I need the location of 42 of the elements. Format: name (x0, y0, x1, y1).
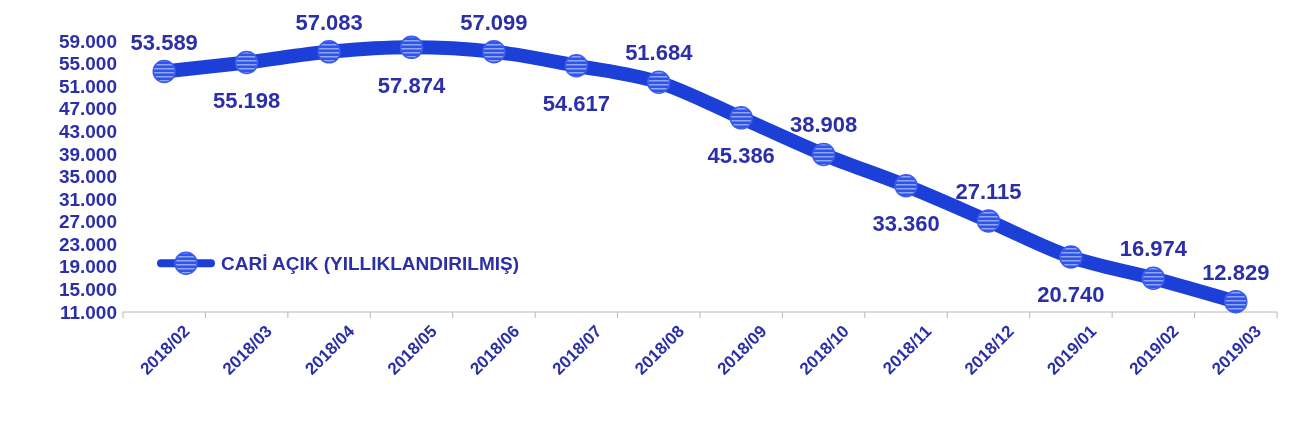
point (729, 106, 753, 130)
data-label: 55.198 (212, 87, 281, 113)
point (647, 70, 671, 95)
y-tick-label: 47.000 (58, 98, 117, 120)
point (482, 39, 506, 64)
data-label: 45.386 (707, 143, 775, 169)
point (399, 35, 424, 60)
data-label: 54.617 (542, 91, 611, 117)
point (1059, 245, 1083, 269)
data-label: 38.908 (789, 112, 858, 138)
point (894, 174, 918, 198)
data-label: 12.829 (1202, 259, 1270, 285)
y-tick-label: 35.000 (58, 166, 117, 188)
point (811, 142, 836, 167)
y-tick-label: 55.000 (58, 53, 117, 75)
point (564, 54, 589, 78)
y-tick-label: 43.000 (58, 120, 117, 142)
y-tick-label: 59.000 (58, 30, 117, 52)
data-label: 33.360 (872, 211, 940, 237)
y-tick-label: 39.000 (58, 143, 117, 165)
y-tick-label: 51.000 (58, 75, 117, 97)
data-label: 53.589 (130, 29, 198, 55)
data-label: 57.874 (377, 72, 446, 98)
legend-label: CARİ AÇIK (YILLIKLANDIRILMIŞ) (221, 252, 519, 274)
data-label: 27.115 (955, 179, 1022, 205)
point (976, 209, 1001, 233)
point (152, 59, 176, 84)
point (234, 50, 259, 75)
y-tick-label: 11.000 (59, 301, 117, 323)
y-tick-label: 23.000 (58, 233, 117, 255)
y-tick-label: 19.000 (58, 256, 117, 278)
point (1141, 266, 1166, 291)
y-tick-label: 15.000 (58, 279, 117, 301)
data-label: 51.684 (625, 40, 694, 66)
y-tick-label: 27.000 (58, 211, 117, 233)
point (1224, 289, 1248, 314)
point (317, 40, 341, 64)
data-label: 57.099 (460, 9, 528, 35)
data-label: 16.974 (1119, 236, 1188, 262)
data-label: 20.740 (1037, 282, 1105, 308)
data-label: 57.083 (295, 9, 363, 35)
y-tick-label: 31.000 (58, 188, 117, 210)
